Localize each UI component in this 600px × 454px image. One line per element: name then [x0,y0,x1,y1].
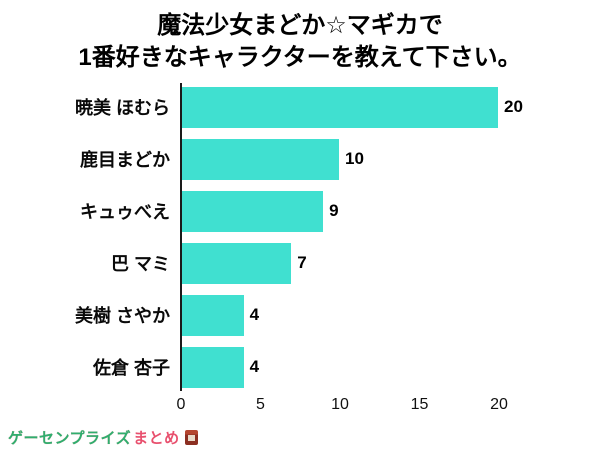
bar-track: 9 [180,190,498,232]
bar-value-label: 4 [249,357,260,377]
bar-value-label: 7 [297,253,307,273]
bar-row: キュゥべえ 9 [6,185,590,237]
bar [180,346,244,388]
chart-title-line2: 1番好きなキャラクターを教えて下さい。 [78,43,522,71]
category-label: 暁美 ほむら [74,98,170,119]
bar [180,190,324,232]
bar-track: 4 [180,346,498,388]
bar-value-label: 9 [329,201,339,221]
bar-value-label: 10 [345,149,364,169]
bar-row: 佐倉 杏子 4 [6,341,590,393]
bar [180,86,498,128]
bar-track: 20 [180,86,523,128]
bar-track: 10 [180,138,498,180]
bar-row: 美樹 さやか 4 [6,289,590,341]
x-tick-label: 15 [410,396,429,414]
bar [180,242,292,284]
chart-rows: 暁美 ほむら 20 鹿目まどか 10 キュゥべえ 9 巴 マミ 7 美樹 さやか 4 佐倉 杏子 4 [6,81,590,393]
bar [180,138,339,180]
bar-value-label: 4 [249,305,260,325]
crane-game-icon [184,430,198,445]
chart-title-line1: 魔法少女まどか☆マギカで [157,12,443,39]
bar-track: 7 [180,242,498,284]
watermark: ゲーセンプライズ まとめ [8,427,198,448]
bar-row: 巴 マミ 7 [6,237,590,289]
watermark-text-secondary: まとめ [133,430,180,447]
category-label: 鹿目まどか [80,150,170,171]
watermark-text-primary: ゲーセンプライズ [8,430,132,447]
x-tick-label: 20 [490,396,508,414]
category-label: 佐倉 杏子 [92,358,170,379]
bar-value-label: 20 [504,97,523,117]
category-label: 巴 マミ [110,254,170,275]
chart-title: 魔法少女まどか☆マギカで 1番好きなキャラクターを教えて下さい。 [8,10,592,73]
bar-chart: 暁美 ほむら 20 鹿目まどか 10 キュゥべえ 9 巴 マミ 7 美樹 さやか 4 佐倉 杏子 4 … [0,77,600,417]
category-label: 美樹 さやか [74,306,170,327]
x-tick-label: 10 [331,396,349,414]
x-axis: 0 5 10 15 20 [177,393,508,417]
bar [180,294,244,336]
category-label: キュゥべえ [80,202,170,223]
bar-row: 暁美 ほむら 20 [6,81,590,133]
x-tick-label: 0 [176,396,186,414]
bar-row: 鹿目まどか 10 [6,133,590,185]
bar-track: 4 [180,294,498,336]
x-tick-label: 5 [256,396,265,414]
